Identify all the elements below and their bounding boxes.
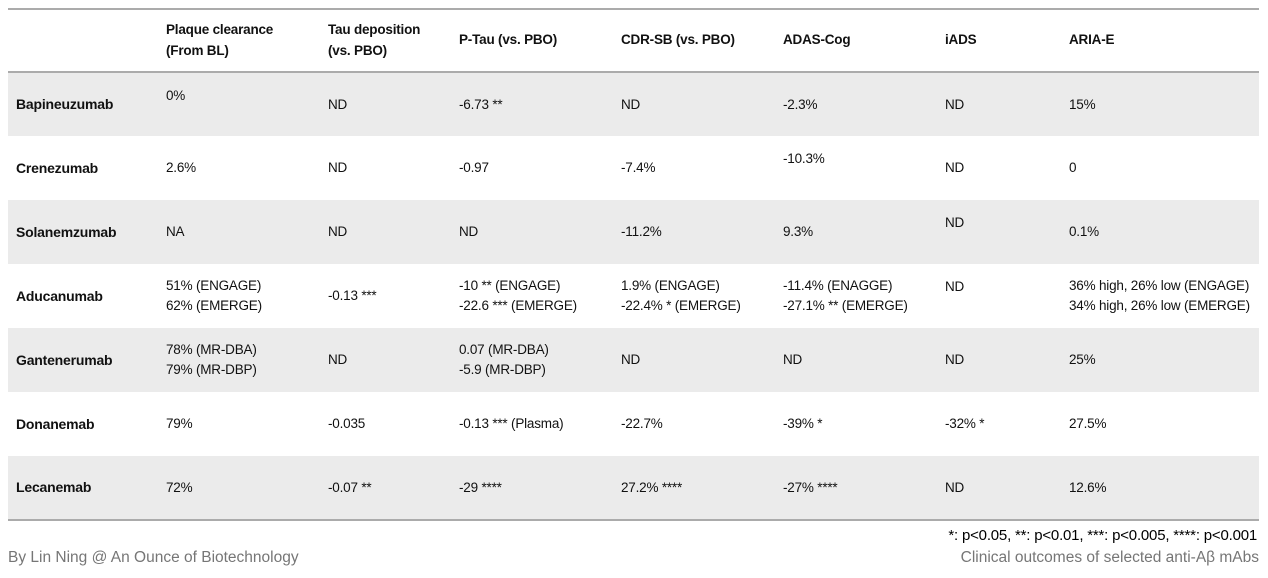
col-header-drug bbox=[8, 9, 158, 72]
significance-footnote: *: p<0.05, **: p<0.01, ***: p<0.005, ***… bbox=[948, 527, 1257, 544]
cell-drug: Aducanumab bbox=[16, 287, 103, 304]
cell-tau-deposition: ND bbox=[328, 224, 348, 240]
cell-p-tau: -6.73 ** bbox=[459, 96, 503, 112]
cell-aria-e: 27.5% bbox=[1069, 416, 1107, 432]
credit-text: By Lin Ning @ An Ounce of Biotechnology bbox=[8, 549, 299, 566]
cell-tau-deposition: -0.035 bbox=[328, 416, 366, 432]
cell-cdr-sb: -22.7% bbox=[621, 416, 663, 432]
cell-aria-e: 15% bbox=[1069, 96, 1096, 112]
cell-tau-deposition: ND bbox=[328, 96, 348, 112]
cell-drug: Gantenerumab bbox=[16, 351, 113, 368]
table-row-solanemzumab: Solanemzumab NA ND ND -11.2% 9.3% ND 0.1… bbox=[8, 200, 1259, 264]
cell-tau-deposition: ND bbox=[328, 352, 348, 368]
cell-iads: -32% * bbox=[945, 416, 985, 432]
cell-aria-e: 36% high, 26% low (ENGAGE) 34% high, 26%… bbox=[1069, 278, 1250, 313]
col-header-aria-e: ARIA-E bbox=[1069, 32, 1115, 48]
cell-adas-cog: -11.4% (ENAGGE) -27.1% ** (EMERGE) bbox=[783, 278, 908, 313]
table-row-aducanumab: Aducanumab 51% (ENGAGE) 62% (EMERGE) -0.… bbox=[8, 264, 1259, 328]
cell-aria-e: 0.1% bbox=[1069, 224, 1099, 240]
col-header-p-tau: P-Tau (vs. PBO) bbox=[459, 32, 558, 48]
cell-adas-cog: 9.3% bbox=[783, 224, 813, 240]
cell-iads: ND bbox=[945, 279, 965, 294]
cell-aria-e: 12.6% bbox=[1069, 479, 1107, 495]
cell-p-tau: 0.07 (MR-DBA) -5.9 (MR-DBP) bbox=[459, 342, 549, 377]
cell-plaque-clearance: 0% bbox=[166, 88, 186, 103]
cell-iads: ND bbox=[945, 479, 965, 495]
cell-tau-deposition: -0.13 *** bbox=[328, 288, 377, 304]
cell-drug: Crenezumab bbox=[16, 159, 99, 176]
table-row-gantenerumab: Gantenerumab 78% (MR-DBA) 79% (MR-DBP) N… bbox=[8, 328, 1259, 392]
cell-tau-deposition: ND bbox=[328, 160, 348, 176]
cell-iads: ND bbox=[945, 352, 965, 368]
table-row-bapineuzumab: Bapineuzumab 0% ND -6.73 ** ND -2.3% ND … bbox=[8, 72, 1259, 136]
table-row-donanemab: Donanemab 79% -0.035 -0.13 *** (Plasma) … bbox=[8, 392, 1259, 456]
cell-p-tau: -0.13 *** (Plasma) bbox=[459, 416, 564, 432]
cell-adas-cog: -27% **** bbox=[783, 479, 838, 495]
cell-adas-cog: -2.3% bbox=[783, 96, 818, 112]
col-header-plaque-clearance: Plaque clearance (From BL) bbox=[166, 22, 274, 58]
cell-p-tau: -29 **** bbox=[459, 479, 502, 495]
cell-cdr-sb: ND bbox=[621, 352, 641, 368]
header-row: Plaque clearance (From BL) Tau depositio… bbox=[8, 9, 1259, 72]
cell-p-tau: -10 ** (ENGAGE) -22.6 *** (EMERGE) bbox=[459, 278, 577, 313]
cell-drug: Donanemab bbox=[16, 415, 95, 432]
cell-tau-deposition: -0.07 ** bbox=[328, 479, 372, 495]
cell-plaque-clearance: 51% (ENGAGE) 62% (EMERGE) bbox=[166, 278, 262, 313]
col-header-cdr-sb: CDR-SB (vs. PBO) bbox=[621, 32, 735, 48]
cell-p-tau: -0.97 bbox=[459, 160, 489, 176]
cell-aria-e: 0 bbox=[1069, 160, 1077, 176]
figure-caption: Clinical outcomes of selected anti-Aβ mA… bbox=[960, 549, 1259, 566]
cell-aria-e: 25% bbox=[1069, 352, 1096, 368]
cell-plaque-clearance: NA bbox=[166, 224, 185, 240]
figure-footer: By Lin Ning @ An Ounce of Biotechnology … bbox=[8, 549, 1259, 567]
cell-drug: Lecanemab bbox=[16, 479, 92, 496]
col-header-adas-cog: ADAS-Cog bbox=[783, 32, 851, 48]
cell-plaque-clearance: 78% (MR-DBA) 79% (MR-DBP) bbox=[166, 342, 257, 377]
table-row-lecanemab: Lecanemab 72% -0.07 ** -29 **** 27.2% **… bbox=[8, 456, 1259, 520]
cell-cdr-sb: -7.4% bbox=[621, 160, 656, 176]
table-row-crenezumab: Crenezumab 2.6% ND -0.97 -7.4% -10.3% ND… bbox=[8, 136, 1259, 200]
cell-cdr-sb: 27.2% **** bbox=[621, 479, 683, 495]
outcomes-figure: Plaque clearance (From BL) Tau depositio… bbox=[8, 8, 1259, 567]
cell-adas-cog: -10.3% bbox=[783, 151, 825, 166]
col-header-tau-deposition: Tau deposition (vs. PBO) bbox=[328, 22, 421, 58]
cell-adas-cog: ND bbox=[783, 352, 803, 368]
cell-iads: ND bbox=[945, 215, 965, 230]
cell-iads: ND bbox=[945, 96, 965, 112]
cell-cdr-sb: 1.9% (ENGAGE) -22.4% * (EMERGE) bbox=[621, 278, 741, 313]
cell-iads: ND bbox=[945, 160, 965, 176]
outcomes-table: Plaque clearance (From BL) Tau depositio… bbox=[8, 8, 1259, 521]
cell-adas-cog: -39% * bbox=[783, 416, 823, 432]
cell-cdr-sb: -11.2% bbox=[621, 224, 662, 240]
col-header-iads: iADS bbox=[945, 32, 977, 48]
cell-plaque-clearance: 72% bbox=[166, 479, 193, 495]
cell-cdr-sb: ND bbox=[621, 96, 641, 112]
cell-drug: Solanemzumab bbox=[16, 223, 117, 240]
cell-plaque-clearance: 79% bbox=[166, 416, 193, 432]
cell-p-tau: ND bbox=[459, 224, 479, 240]
cell-drug: Bapineuzumab bbox=[16, 96, 114, 113]
cell-plaque-clearance: 2.6% bbox=[166, 160, 196, 176]
